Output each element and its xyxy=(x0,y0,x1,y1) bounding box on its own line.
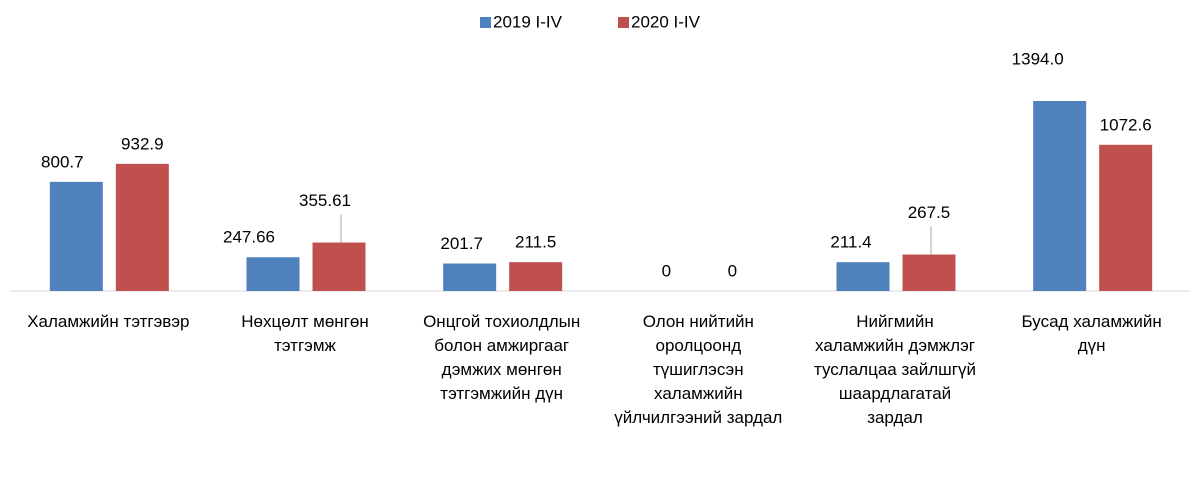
x-tick-label: Нийгмийн халамжийн дэмжлэг туслалцаа зайлш… xyxy=(814,312,976,427)
data-label: 267.5 xyxy=(908,203,951,222)
x-tick-line: тэтгэмжийн дүн xyxy=(440,384,563,403)
legend-label: 2020 I-IV xyxy=(631,12,701,31)
x-tick-line: Бусад халамжийн xyxy=(1022,312,1162,331)
x-tick-line: туслалцаа зайлшгүй xyxy=(814,360,976,379)
x-tick-line: Онцгой тохиолдлын xyxy=(423,312,580,331)
data-label: 800.7 xyxy=(41,152,84,171)
x-tick-label: Нөхцөлт мөнгөн тэтгэмж xyxy=(241,312,368,355)
data-label: 355.61 xyxy=(299,191,351,210)
bar xyxy=(902,254,956,291)
bar xyxy=(509,262,563,291)
data-label: 247.66 xyxy=(223,228,275,247)
x-tick-line: оролцоонд xyxy=(655,336,741,355)
x-tick-line: үйлчилгээний зардал xyxy=(614,408,782,427)
bar xyxy=(246,257,300,291)
x-tick-line: Нийгмийн xyxy=(856,312,934,331)
legend-label: 2019 I-IV xyxy=(493,12,563,31)
x-tick-label: Халамжийн тэтгэвэр xyxy=(27,312,189,331)
x-tick-line: болон амжиргааг xyxy=(434,336,569,355)
x-tick-line: түшиглэсэн xyxy=(653,360,744,379)
x-tick-line: тэтгэмж xyxy=(274,336,336,355)
x-tick-label: Бусад халамжийн дүн xyxy=(1022,312,1162,355)
bar xyxy=(443,263,497,291)
x-tick-line: Нөхцөлт мөнгөн xyxy=(241,312,368,331)
x-tick-line: халамжийн xyxy=(654,384,743,403)
data-label: 0 xyxy=(728,261,737,280)
x-tick-line: Олон нийтийн xyxy=(643,312,754,331)
x-tick-line: дүн xyxy=(1078,336,1106,355)
bar xyxy=(1099,144,1153,291)
data-label: 211.4 xyxy=(830,233,871,252)
data-label: 0 xyxy=(662,261,671,280)
data-label: 201.7 xyxy=(440,234,483,253)
x-tick-label: Онцгой тохиолдлын болон амжиргааг дэмжих м… xyxy=(423,312,580,403)
bar xyxy=(836,262,890,291)
legend-swatch xyxy=(480,17,491,28)
bar xyxy=(49,181,103,291)
x-tick-line: халамжийн дэмжлэг xyxy=(815,336,975,355)
x-tick-label: Олон нийтийн оролцоонд түшиглэсэн халамжийн… xyxy=(614,312,782,427)
data-label: 211.5 xyxy=(515,233,556,252)
data-label: 1394.0 xyxy=(1012,49,1064,68)
x-tick-line: Халамжийн тэтгэвэр xyxy=(27,312,189,331)
legend-swatch xyxy=(618,17,629,28)
bar xyxy=(312,242,366,291)
data-label: 1072.6 xyxy=(1100,115,1152,134)
x-tick-line: дэмжих мөнгөн xyxy=(442,360,562,379)
data-label: 932.9 xyxy=(121,134,164,153)
bar xyxy=(1033,101,1087,291)
bar xyxy=(115,163,169,291)
x-tick-line: зардал xyxy=(867,408,923,427)
x-tick-line: шаардлагатай xyxy=(839,384,951,403)
